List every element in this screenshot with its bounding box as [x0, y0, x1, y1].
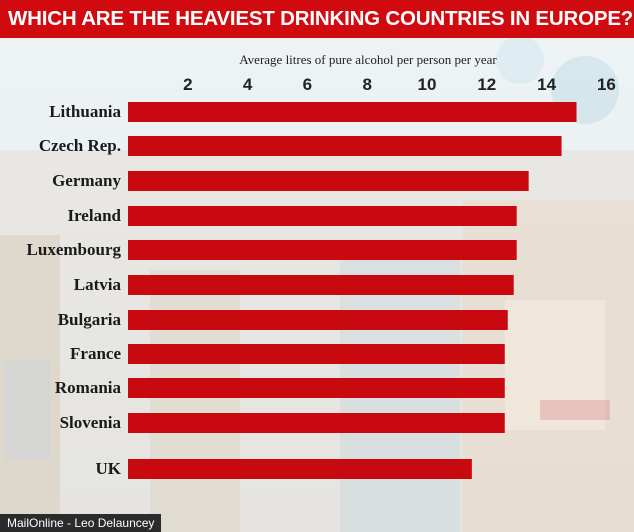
category-label: Slovenia	[60, 413, 122, 432]
category-label: Ireland	[67, 206, 121, 225]
credit-caption: MailOnline - Leo Delauncey	[0, 514, 162, 532]
bar	[128, 240, 517, 260]
bar	[128, 459, 472, 479]
x-tick-label: 4	[243, 75, 253, 94]
bar	[128, 310, 508, 330]
category-label: Latvia	[74, 275, 122, 294]
x-tick-label: 10	[418, 75, 437, 94]
x-axis-label: Average litres of pure alcohol per perso…	[239, 52, 497, 67]
bar	[128, 136, 562, 156]
bar	[128, 413, 505, 433]
category-label: Bulgaria	[58, 310, 122, 329]
bar	[128, 344, 505, 364]
bar	[128, 171, 529, 191]
x-tick-label: 12	[477, 75, 496, 94]
category-label: Czech Rep.	[39, 136, 121, 155]
bar	[128, 378, 505, 398]
bars	[128, 102, 577, 479]
category-label: France	[70, 344, 121, 363]
x-axis-ticks: 2 4 6 8 10 12 14 16	[183, 75, 616, 94]
x-tick-label: 6	[303, 75, 312, 94]
category-label: Romania	[55, 378, 122, 397]
x-tick-label: 8	[362, 75, 371, 94]
category-label: UK	[96, 459, 122, 478]
x-tick-label: 16	[597, 75, 616, 94]
bar	[128, 102, 577, 122]
category-label: Germany	[52, 171, 121, 190]
bar	[128, 275, 514, 295]
x-tick-label: 14	[537, 75, 556, 94]
category-label: Lithuania	[49, 102, 121, 121]
title-bar: WHICH ARE THE HEAVIEST DRINKING COUNTRIE…	[0, 0, 634, 38]
chart-title: WHICH ARE THE HEAVIEST DRINKING COUNTRIE…	[8, 7, 634, 30]
category-labels: Lithuania Czech Rep. Germany Ireland Luxembo…	[27, 102, 122, 478]
category-label: Luxembourg	[27, 240, 122, 259]
bar	[128, 206, 517, 226]
x-tick-label: 2	[183, 75, 192, 94]
